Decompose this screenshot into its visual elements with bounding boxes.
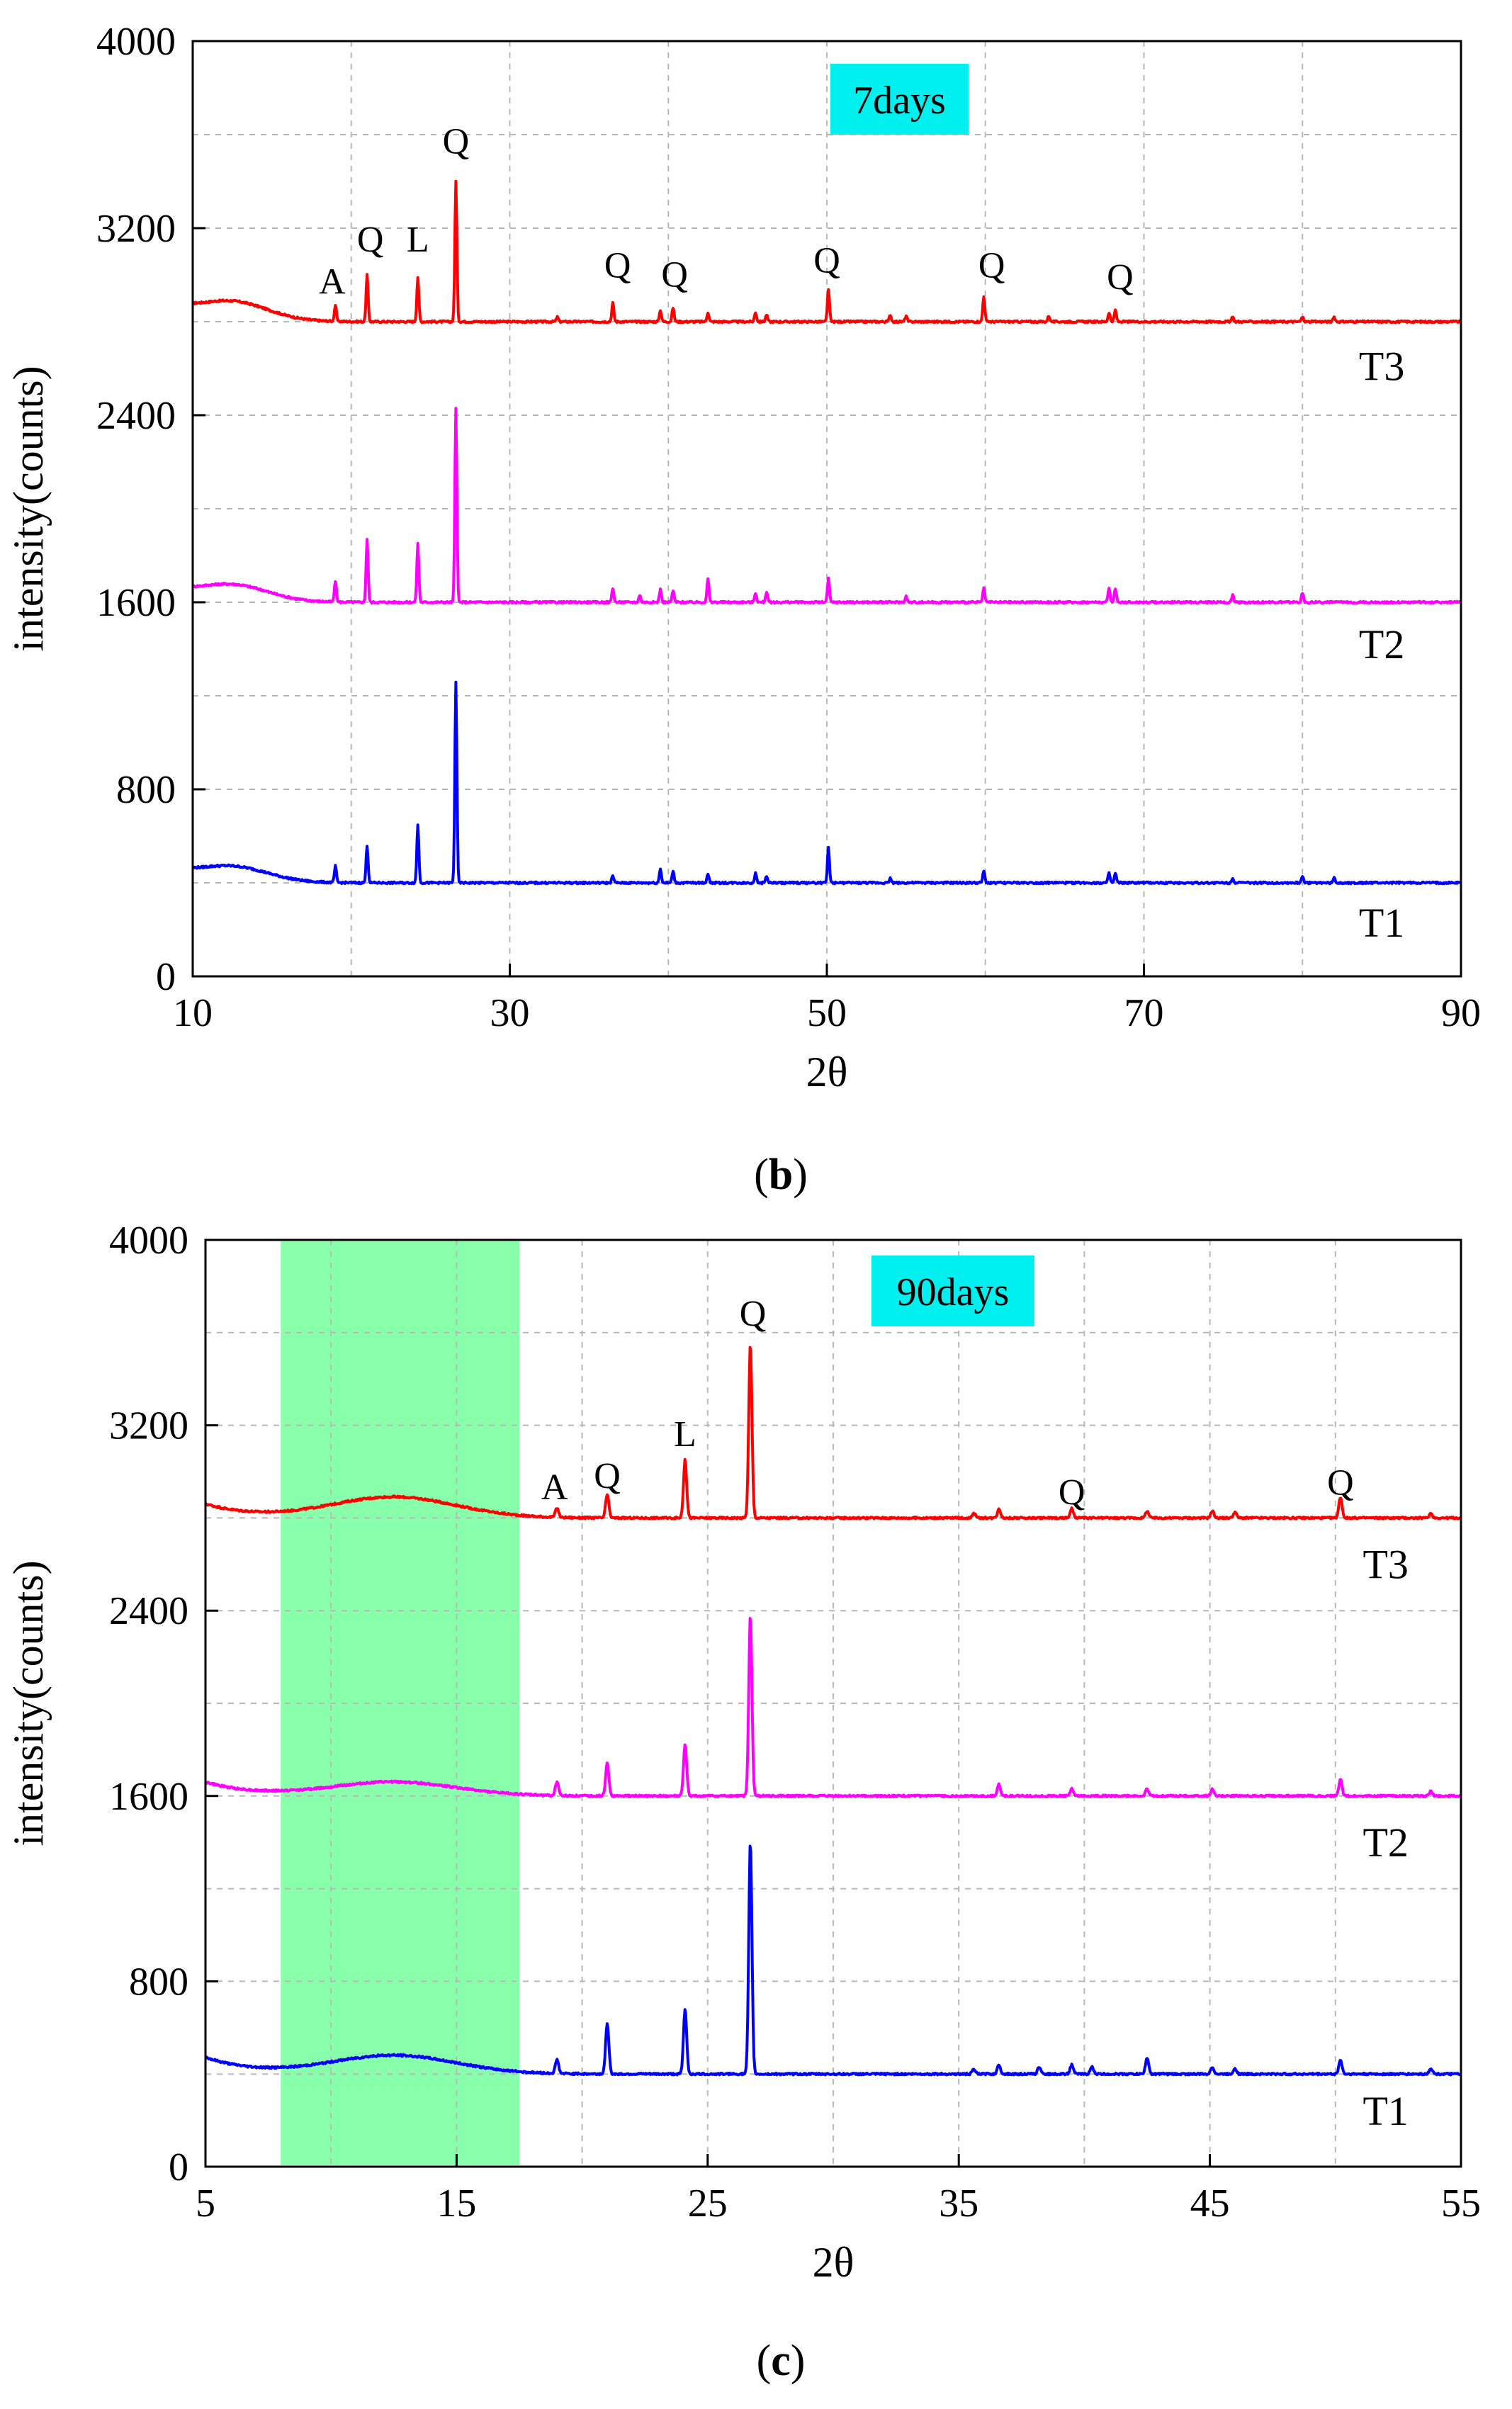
y-tick-label: 1600 — [109, 1775, 188, 1819]
peak-label-A: A — [319, 261, 346, 302]
y-tick-label: 800 — [116, 768, 176, 812]
series-line-T1 — [191, 680, 1462, 886]
series-line-T3 — [204, 1345, 1462, 1521]
y-tick-label: 0 — [169, 2145, 188, 2189]
panel-caption: (c) — [757, 2337, 806, 2385]
x-tick-label: 10 — [173, 991, 213, 1035]
series-line-T2 — [205, 1617, 1462, 1799]
series-label-T3: T3 — [1363, 1541, 1408, 1587]
peak-label-Q: Q — [1107, 257, 1134, 298]
peak-label-L: L — [407, 220, 429, 260]
y-tick-label: 2400 — [109, 1589, 188, 1633]
x-axis-title: 2θ — [806, 1049, 848, 1095]
x-tick-label: 55 — [1441, 2182, 1481, 2225]
peak-label-Q: Q — [813, 241, 840, 281]
y-axis-title: intensity(counts) — [5, 1560, 52, 1846]
series-line-T2 — [191, 407, 1462, 605]
peak-label-Q: Q — [357, 220, 384, 260]
chart-panel-b: 10 30 50 70 90 0 800 1600 2400 3200 4000 2θ intensit… — [5, 20, 1481, 1199]
series-label-T1: T1 — [1359, 900, 1404, 946]
x-tick-label: 70 — [1124, 991, 1164, 1035]
peak-label-Q: Q — [1059, 1472, 1085, 1513]
series-label-T2: T2 — [1363, 1820, 1408, 1866]
peak-label-Q: Q — [443, 121, 470, 162]
y-tick-label: 0 — [156, 955, 176, 999]
series-label-T3: T3 — [1359, 344, 1404, 390]
y-axis-title: intensity(counts) — [5, 366, 52, 651]
peak-label-Q: Q — [740, 1294, 767, 1334]
series-line-T1 — [204, 1844, 1462, 2077]
title-badge — [871, 1256, 1034, 1326]
peak-label-Q: Q — [594, 1456, 621, 1496]
y-tick-label: 3200 — [109, 1404, 188, 1448]
peak-label-Q: Q — [1327, 1463, 1354, 1503]
chart-panel-c: 5 15 25 35 45 55 0 800 1600 2400 3200 4000 2θ intensi… — [5, 1219, 1481, 2385]
x-tick-label: 25 — [688, 2182, 728, 2225]
peak-label-Q: Q — [604, 245, 631, 286]
y-tick-label: 4000 — [96, 20, 176, 64]
chart-title: 90days — [897, 1270, 1010, 1314]
chart-title: 7days — [853, 79, 946, 123]
x-tick-label: 30 — [490, 991, 530, 1035]
peak-label-L: L — [674, 1414, 696, 1455]
x-tick-label: 45 — [1190, 2182, 1230, 2225]
peak-label-A: A — [541, 1467, 568, 1508]
series-line-T3 — [192, 179, 1462, 325]
plot-frame — [204, 1239, 1462, 2168]
x-tick-label: 90 — [1441, 991, 1481, 1035]
series-label-T1: T1 — [1363, 2088, 1408, 2134]
peak-label-Q: Q — [661, 255, 688, 295]
x-tick-label: 35 — [939, 2182, 978, 2225]
x-tick-label: 5 — [196, 2182, 215, 2225]
series-label-T2: T2 — [1359, 621, 1404, 667]
title-badge — [830, 64, 969, 135]
y-tick-label: 3200 — [96, 207, 176, 251]
peak-label-Q: Q — [978, 245, 1005, 286]
x-tick-label: 50 — [807, 991, 847, 1035]
panel-caption: (b) — [754, 1151, 808, 1199]
y-tick-label: 4000 — [109, 1219, 188, 1263]
grid-lines — [205, 1240, 1461, 2167]
y-tick-label: 800 — [129, 1960, 188, 2004]
x-tick-label: 15 — [436, 2182, 476, 2225]
x-axis-title: 2θ — [813, 2239, 854, 2286]
y-tick-label: 2400 — [96, 394, 176, 438]
y-tick-label: 1600 — [96, 581, 176, 625]
